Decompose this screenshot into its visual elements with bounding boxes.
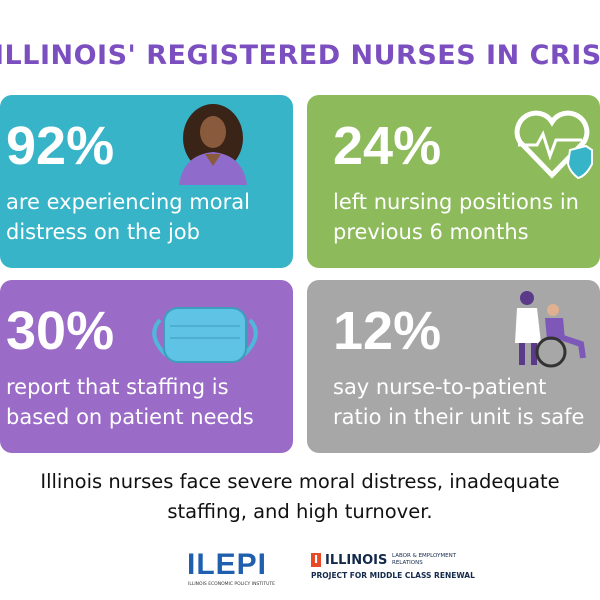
illinois-unit: LABOR & EMPLOYMENT	[392, 553, 457, 559]
stat-text: report that staffing is	[6, 375, 229, 399]
illinois-unit: RELATIONS	[392, 560, 423, 566]
stat: 12%	[333, 301, 442, 361]
stat-text: left nursing positions in	[333, 190, 579, 214]
ilepi-logo: ILEPI	[187, 548, 268, 581]
stat-text: say nurse-to-patient	[333, 375, 547, 399]
summary: Illinois nurses face severe moral distre…	[40, 470, 560, 493]
stat: 92%	[6, 116, 115, 176]
stat-text: based on patient needs	[6, 405, 254, 429]
stat-text: are experiencing moral	[6, 190, 250, 214]
stat-card: 92% are experiencing moral distress on t…	[0, 95, 293, 268]
illinois-project: PROJECT FOR MIDDLE CLASS RENEWAL	[311, 571, 475, 580]
heart-icon	[514, 110, 593, 180]
stat-text: ratio in their unit is safe	[333, 405, 585, 429]
stat: 30%	[6, 301, 115, 361]
mask-icon	[152, 307, 258, 363]
title: ILLINOIS' REGISTERED NURSES IN CRISIS	[0, 40, 600, 71]
summary: staffing, and high turnover.	[167, 500, 433, 523]
stat-card: 24% left nursing positions in previous 6…	[307, 95, 600, 268]
ilepi-subtitle: ILLINOIS ECONOMIC POLICY INSTITUTE	[188, 582, 276, 587]
stat-text: previous 6 months	[333, 220, 529, 244]
stat-card: 12% say nurse-to-patient ratio in their …	[307, 280, 600, 453]
illinois-name: ILLINOIS	[325, 553, 388, 568]
illinois-mark: I	[311, 553, 321, 567]
stat: 24%	[333, 116, 442, 176]
stat-card: 30% report that staffing is based on pat…	[0, 280, 293, 453]
stat-text: distress on the job	[6, 220, 200, 244]
wheelchair-icon	[515, 291, 586, 368]
nurse-icon	[179, 104, 247, 185]
